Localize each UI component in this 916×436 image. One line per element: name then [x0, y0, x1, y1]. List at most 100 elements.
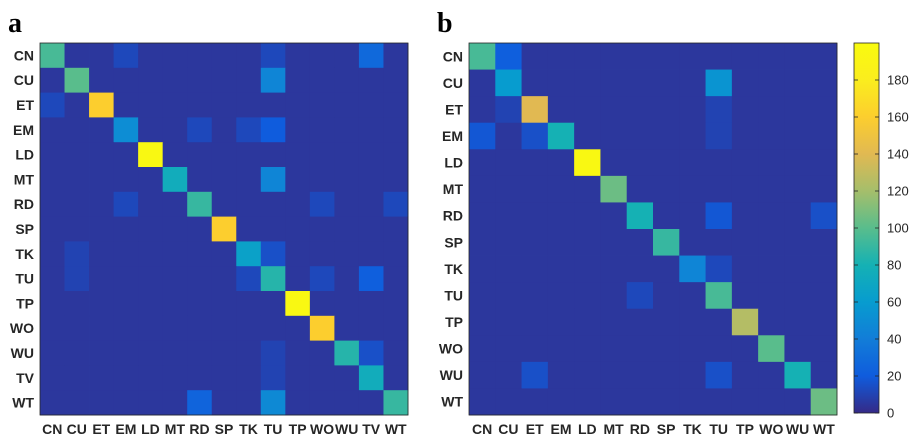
row-label-WU: WU	[440, 367, 463, 383]
col-label-WU: WU	[335, 421, 358, 436]
heatmap-cell-LD-WO	[309, 142, 335, 168]
heatmap-cell-TP-WU	[784, 308, 812, 336]
heatmap-cell-WO-WU	[334, 315, 360, 341]
heatmap-cell-SP-WT	[810, 229, 838, 256]
heatmap-cell-ET-TU	[260, 92, 286, 118]
heatmap-cell-WO-TV	[358, 315, 384, 341]
heatmap-cell-CN-RD	[187, 43, 213, 69]
heatmap-cell-ET-WU	[334, 92, 360, 118]
heatmap-cell-EM-WO	[309, 117, 335, 143]
heatmap-cell-RD-SP	[653, 202, 680, 230]
heatmap-cell-LD-WO	[758, 149, 785, 177]
heatmap-cell-SP-CN	[469, 229, 496, 256]
heatmap-cell-SP-TP	[285, 216, 311, 242]
heatmap-cell-TV-TK	[236, 365, 262, 391]
heatmap-cell-WT-WO	[758, 388, 785, 416]
heatmap-cell-TP-LD	[574, 308, 601, 336]
heatmap-cell-ET-SP	[653, 96, 680, 124]
heatmap-cell-TK-ET	[89, 241, 114, 267]
heatmap-cell-ET-TK	[236, 92, 262, 118]
heatmap-cell-TK-CU	[495, 255, 522, 283]
row-label-TK: TK	[444, 261, 463, 277]
heatmap-cell-CU-TU	[705, 69, 733, 97]
heatmap-cell-TK-TK	[236, 241, 262, 267]
row-label-TU: TU	[15, 271, 34, 287]
row-label-LD: LD	[444, 155, 463, 171]
heatmap-cell-TP-TK	[236, 291, 262, 317]
heatmap-cell-TK-SP	[653, 255, 680, 283]
heatmap-cell-TP-CN	[40, 291, 65, 317]
heatmap-cell-RD-ET	[89, 191, 114, 217]
heatmap-cell-MT-WT	[383, 167, 409, 193]
heatmap-cell-RD-TP	[285, 191, 311, 217]
col-label-ET: ET	[526, 421, 544, 436]
heatmap-cell-RD-EM	[113, 191, 139, 217]
heatmap-cell-WU-WO	[309, 340, 335, 366]
col-label-SP: SP	[215, 421, 234, 436]
heatmap-cell-WT-LD	[574, 388, 601, 416]
heatmap-cell-TV-TP	[285, 365, 311, 391]
heatmap-cell-CU-WT	[810, 69, 838, 97]
heatmap-cell-TV-WO	[309, 365, 335, 391]
heatmap-cell-CN-EM	[113, 43, 139, 69]
heatmap-cell-TP-TP	[285, 291, 311, 317]
heatmap-cell-ET-MT	[162, 92, 188, 118]
heatmap-cell-ET-TU	[705, 96, 733, 124]
heatmap-cell-TU-CU	[64, 266, 90, 292]
heatmap-cell-RD-MT	[600, 202, 628, 230]
row-label-TU: TU	[444, 287, 463, 303]
heatmap-cell-LD-TU	[705, 149, 733, 177]
heatmap-cell-RD-TU	[260, 191, 286, 217]
row-label-SP: SP	[444, 234, 463, 250]
heatmap-cell-MT-WO	[758, 175, 785, 203]
heatmap-cell-CU-EM	[113, 67, 139, 93]
heatmap-cell-MT-TP	[731, 175, 759, 203]
heatmap-cell-TU-TP	[731, 282, 759, 310]
heatmap-cell-TV-SP	[211, 365, 237, 391]
heatmap-cell-MT-TP	[285, 167, 311, 193]
heatmap-cell-RD-LD	[574, 202, 601, 230]
heatmap-cell-TP-TV	[358, 291, 384, 317]
heatmap-cell-EM-EM	[547, 122, 575, 150]
heatmap-cell-TU-ET	[521, 282, 549, 310]
heatmap-cell-TU-RD	[626, 282, 654, 310]
heatmap-cell-WT-SP	[653, 388, 680, 416]
heatmap-cell-TP-EM	[547, 308, 575, 336]
heatmap-cell-MT-MT	[162, 167, 188, 193]
heatmap-cell-SP-EM	[113, 216, 139, 242]
col-label-WO: WO	[310, 421, 334, 436]
heatmap-cell-CU-WU	[784, 69, 812, 97]
heatmap-cell-TU-WT	[810, 282, 838, 310]
heatmap-cell-EM-TP	[285, 117, 311, 143]
heatmap-cell-SP-TK	[236, 216, 262, 242]
heatmap-cell-ET-WT	[810, 96, 838, 124]
colorbar-tick-140: 140	[887, 147, 909, 162]
heatmap-cell-WU-WT	[383, 340, 409, 366]
heatmap-cell-EM-ET	[89, 117, 114, 143]
heatmap-cell-ET-TV	[358, 92, 384, 118]
row-label-RD: RD	[14, 196, 34, 212]
heatmap-cell-LD-TK	[236, 142, 262, 168]
heatmap-cell-WU-TU	[260, 340, 286, 366]
heatmap-cell-ET-ET	[89, 92, 114, 118]
heatmap-cell-CU-CU	[64, 67, 90, 93]
heatmap-cell-TU-CN	[40, 266, 65, 292]
heatmap-cell-TK-TV	[358, 241, 384, 267]
heatmap-cell-CU-RD	[626, 69, 654, 97]
heatmap-cell-CN-MT	[600, 43, 628, 70]
heatmap-cell-CN-SP	[653, 43, 680, 70]
heatmap-cell-RD-TU	[705, 202, 733, 230]
col-label-RD: RD	[189, 421, 209, 436]
heatmap-cell-EM-SP	[211, 117, 237, 143]
heatmap-cell-EM-RD	[187, 117, 213, 143]
heatmap-cell-EM-MT	[600, 122, 628, 150]
heatmap-cell-WO-CN	[40, 315, 65, 341]
colorbar-gradient	[853, 42, 880, 414]
heatmap-cell-SP-ET	[521, 229, 549, 256]
heatmap-cell-WT-TK	[679, 388, 706, 416]
row-label-WT: WT	[441, 394, 463, 410]
heatmap-cell-CU-WT	[383, 67, 409, 93]
heatmap-cell-WU-EM	[113, 340, 139, 366]
heatmap-cell-CU-TU	[260, 67, 286, 93]
